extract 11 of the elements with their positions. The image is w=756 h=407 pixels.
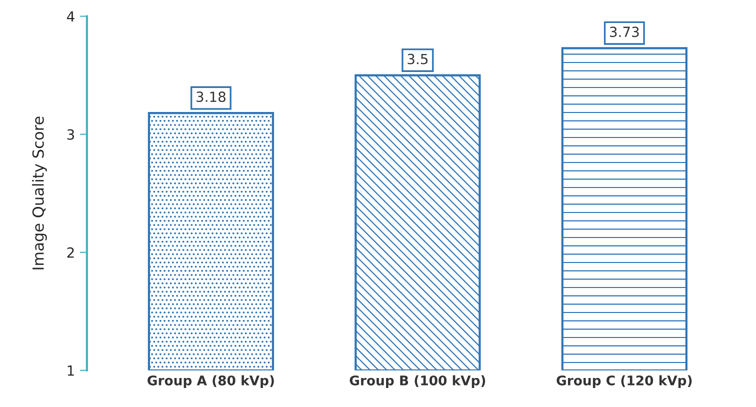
data-label: 3.18 xyxy=(196,92,226,102)
x-tick-label: Group A (80 kVp) xyxy=(148,375,274,388)
y-tick-label: 3 xyxy=(67,129,74,140)
data-label: 3.73 xyxy=(610,26,639,38)
y-tick-label: 2 xyxy=(67,247,74,258)
y-axis-title: Image Quality Score xyxy=(32,116,47,270)
y-tick-label: 1 xyxy=(68,366,74,376)
x-tick-label: Group C (120 kVp) xyxy=(556,375,692,388)
data-label: 3.5 xyxy=(408,54,428,64)
x-tick-label: Group B (100 kVp) xyxy=(350,375,486,388)
y-tick-label: 4 xyxy=(66,11,74,22)
